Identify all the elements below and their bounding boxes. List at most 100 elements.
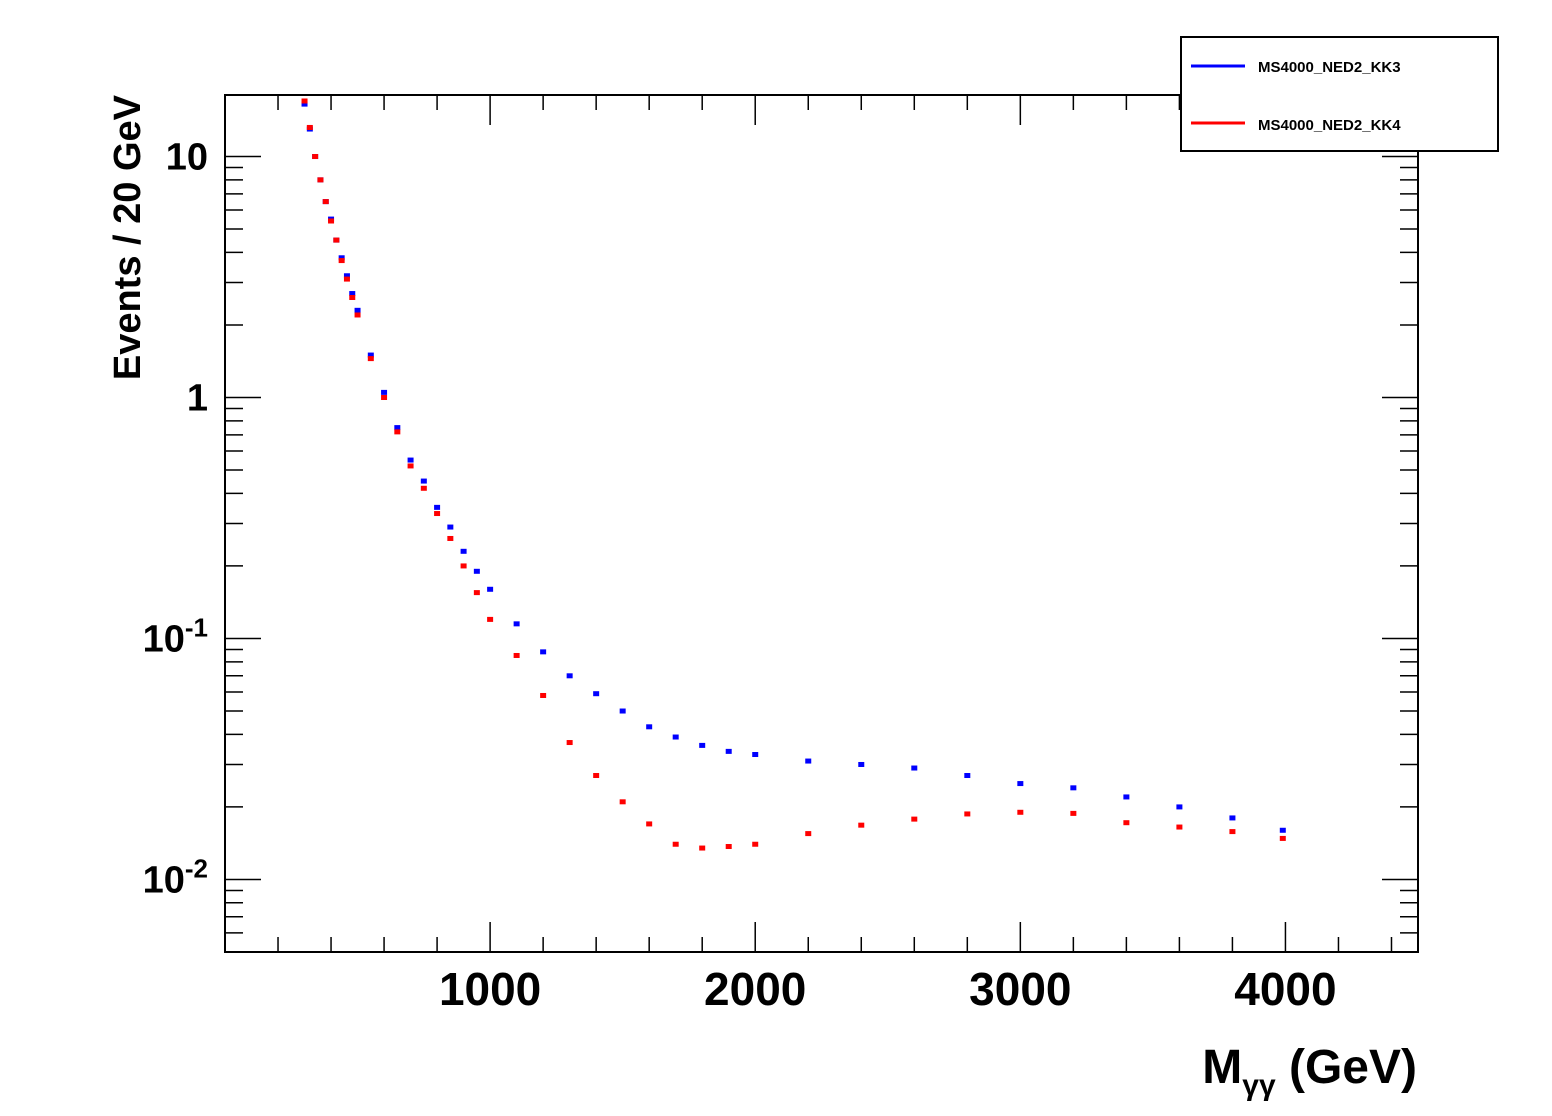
data-point (434, 511, 441, 517)
data-point (381, 389, 388, 395)
data-point (858, 761, 865, 767)
data-point (858, 822, 865, 828)
data-point (964, 773, 971, 779)
data-point (367, 352, 374, 358)
y-tick-label-exponent: -1 (185, 612, 208, 642)
data-point (619, 799, 626, 805)
data-point (333, 237, 340, 243)
data-point (1123, 794, 1130, 800)
data-point (338, 255, 345, 261)
data-point (349, 294, 356, 300)
data-point (566, 740, 573, 746)
data-point (1017, 781, 1024, 787)
data-point (672, 734, 679, 740)
data-point (447, 535, 454, 541)
data-point (646, 724, 653, 730)
ticks-layer (225, 95, 1418, 953)
data-point (343, 276, 350, 282)
data-point (593, 773, 600, 779)
x-axis-title-main: M (1202, 1041, 1242, 1094)
legend-label-kk3: MS4000_NED2_KK3 (1258, 59, 1401, 76)
data-point (394, 425, 401, 431)
data-point (540, 692, 547, 698)
data-point (407, 457, 414, 463)
data-point (1017, 809, 1024, 815)
data-point (646, 821, 653, 827)
data-point (306, 124, 313, 130)
data-point (566, 673, 573, 679)
legend: MS4000_NED2_KK3 MS4000_NED2_KK4 (1180, 36, 1499, 152)
data-point (1279, 827, 1286, 833)
data-point (911, 816, 918, 822)
data-point (487, 616, 494, 622)
data-point (540, 649, 547, 655)
data-point (473, 568, 480, 574)
data-point (322, 199, 329, 205)
data-point (420, 485, 427, 491)
data-point (752, 841, 759, 847)
data-point (354, 307, 361, 313)
x-tick-label: 2000 (704, 963, 806, 1015)
data-point (1229, 829, 1236, 835)
data-point (725, 844, 732, 850)
data-point (381, 394, 388, 400)
data-point (460, 548, 467, 554)
data-point (367, 356, 374, 362)
data-point (328, 218, 335, 224)
data-point (1176, 824, 1183, 830)
data-point (312, 154, 319, 160)
data-point (593, 691, 600, 697)
data-point (301, 101, 308, 107)
x-axis-title-subscript: γγ (1242, 1069, 1276, 1102)
y-tick-label-base: 10 (143, 859, 185, 901)
data-point (1123, 820, 1130, 826)
data-point (1070, 785, 1077, 791)
y-tick-label-exponent: -2 (185, 853, 208, 883)
data-point (487, 586, 494, 592)
data-point (407, 463, 414, 469)
data-point (1176, 804, 1183, 810)
x-tick-label: 3000 (969, 963, 1071, 1015)
y-axis-title: Events / 20 GeV (107, 94, 149, 380)
data-point (1070, 810, 1077, 816)
data-point (338, 258, 345, 264)
data-point (513, 621, 520, 627)
series-layer (301, 98, 1286, 851)
data-point (1279, 835, 1286, 841)
data-point (911, 765, 918, 771)
data-point (752, 752, 759, 758)
data-point (699, 845, 706, 851)
legend-label-kk4: MS4000_NED2_KK4 (1258, 117, 1401, 134)
data-point (672, 841, 679, 847)
y-tick-label-base: 10 (166, 137, 208, 179)
data-point (725, 748, 732, 754)
data-point (447, 524, 454, 530)
data-point (699, 742, 706, 748)
y-tick-label: 10-1 (143, 612, 208, 660)
series-2 (301, 98, 1286, 851)
data-point (301, 98, 308, 104)
data-point (434, 504, 441, 510)
data-point (354, 312, 361, 318)
x-axis-title: Mγγ (GeV) (1202, 1041, 1417, 1102)
y-tick-label-base: 1 (187, 377, 208, 419)
x-axis-title-unit: (GeV) (1276, 1041, 1417, 1094)
data-point (805, 831, 812, 837)
y-tick-label: 1 (187, 377, 208, 419)
data-point (473, 590, 480, 596)
data-point (513, 652, 520, 658)
data-point (317, 177, 324, 183)
x-tick-label: 1000 (439, 963, 541, 1015)
y-tick-label-base: 10 (143, 618, 185, 660)
data-point (964, 811, 971, 817)
data-point (349, 291, 356, 297)
data-point (805, 758, 812, 764)
data-point (460, 563, 467, 569)
data-point (343, 273, 350, 279)
data-point (619, 708, 626, 714)
data-point (394, 429, 401, 435)
y-tick-label: 10-2 (143, 853, 208, 901)
